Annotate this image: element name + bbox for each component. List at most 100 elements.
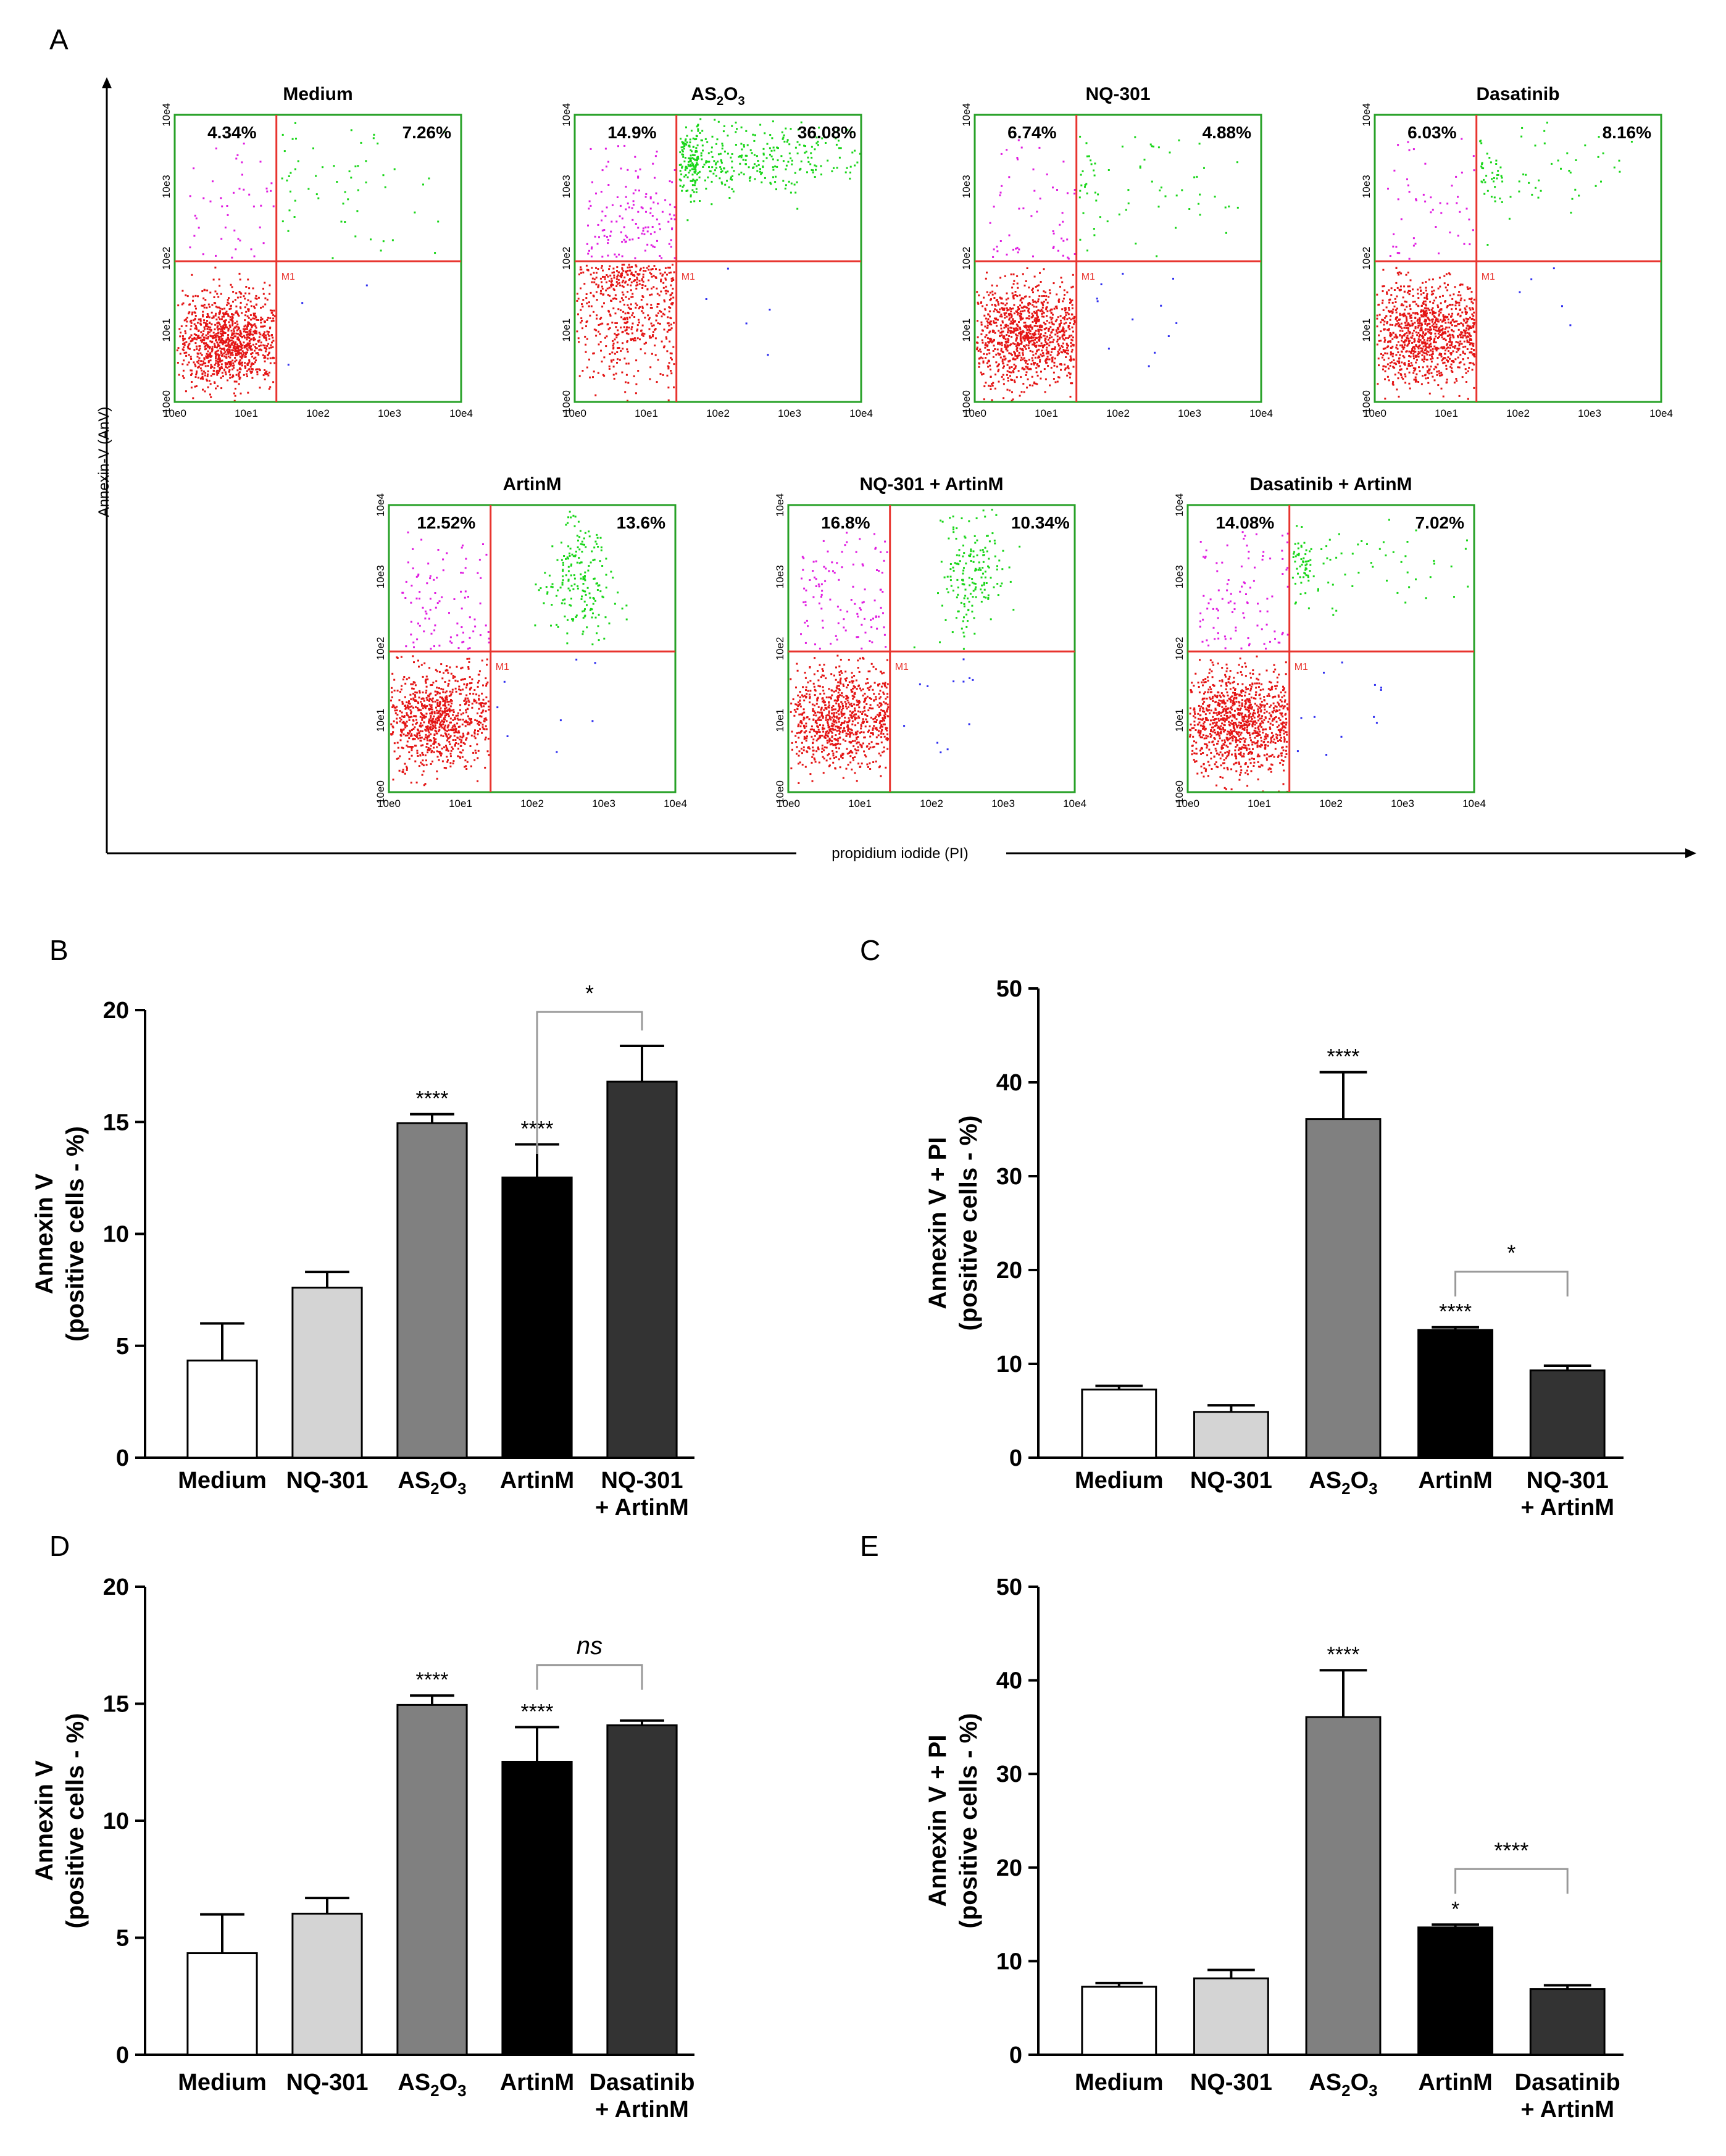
- event-live: [664, 267, 667, 269]
- event-live: [1430, 349, 1432, 352]
- event-live: [238, 350, 240, 353]
- event-live: [1425, 307, 1428, 309]
- event-early-apoptotic: [611, 204, 614, 206]
- event-early-apoptotic: [231, 256, 233, 259]
- event-live: [246, 331, 249, 333]
- event-late-apoptotic: [1224, 206, 1227, 209]
- event-live: [1440, 354, 1442, 356]
- event-live: [453, 732, 456, 733]
- y-tick-label: 10e4: [961, 103, 972, 127]
- event-live: [1062, 349, 1065, 351]
- event-live: [1001, 334, 1003, 336]
- event-live: [1015, 348, 1018, 351]
- event-late-apoptotic: [731, 153, 733, 155]
- event-live: [249, 347, 252, 349]
- event-live: [252, 314, 255, 317]
- event-live: [264, 345, 266, 347]
- event-live: [1403, 291, 1406, 293]
- event-live: [457, 732, 459, 733]
- event-live: [1060, 369, 1062, 371]
- event-live: [185, 325, 188, 327]
- event-live: [1039, 310, 1041, 312]
- event-live: [1061, 281, 1064, 283]
- event-late-apoptotic: [354, 235, 357, 238]
- event-live: [663, 328, 665, 331]
- event-live: [1432, 351, 1434, 353]
- event-live: [1419, 370, 1421, 372]
- event-live: [406, 712, 408, 714]
- event-live: [980, 351, 982, 353]
- event-live: [1449, 352, 1452, 354]
- event-live: [1424, 296, 1426, 299]
- event-live: [1067, 307, 1070, 309]
- event-late-apoptotic: [1084, 186, 1086, 188]
- event-live: [993, 345, 995, 347]
- event-live: [215, 353, 217, 355]
- event-live: [1428, 344, 1431, 346]
- event-live: [1427, 323, 1429, 325]
- event-live: [234, 346, 236, 348]
- event-live: [1417, 340, 1419, 343]
- event-live: [209, 347, 211, 349]
- event-live: [1008, 319, 1011, 321]
- event-live: [224, 362, 227, 364]
- event-late-apoptotic: [1557, 159, 1559, 162]
- event-late-apoptotic: [682, 186, 684, 188]
- event-live: [238, 351, 241, 354]
- event-live: [246, 315, 249, 317]
- event-live: [1430, 353, 1433, 356]
- event-live: [227, 334, 230, 336]
- event-live: [211, 323, 213, 325]
- event-live: [1009, 307, 1012, 309]
- event-early-apoptotic: [639, 168, 641, 170]
- event-early-apoptotic: [670, 239, 672, 241]
- event-live: [1422, 332, 1425, 335]
- event-live: [1029, 324, 1032, 327]
- event-live: [636, 277, 638, 279]
- event-live: [986, 362, 988, 364]
- event-live: [593, 272, 595, 274]
- event-live: [615, 278, 618, 280]
- event-live: [1444, 328, 1446, 330]
- event-live: [1019, 334, 1022, 336]
- event-live: [236, 323, 239, 325]
- event-live: [1064, 307, 1066, 309]
- event-live: [671, 302, 673, 304]
- event-late-apoptotic: [1566, 152, 1569, 154]
- event-late-apoptotic: [731, 178, 733, 181]
- event-live: [606, 324, 609, 325]
- event-late-apoptotic: [723, 125, 725, 127]
- event-live: [1027, 332, 1030, 334]
- event-live: [1006, 340, 1008, 343]
- event-live: [1412, 350, 1415, 353]
- y-tick-label: 10e0: [561, 390, 572, 414]
- event-live: [1066, 311, 1069, 314]
- event-live: [1028, 325, 1030, 327]
- event-live: [1003, 309, 1006, 311]
- event-live: [617, 329, 619, 332]
- event-live: [1020, 298, 1022, 301]
- event-live: [1059, 285, 1061, 288]
- event-live: [1444, 357, 1446, 359]
- event-early-apoptotic: [1074, 189, 1076, 191]
- event-live: [1467, 318, 1470, 320]
- event-live: [238, 333, 241, 336]
- event-live: [228, 343, 230, 346]
- event-live: [425, 682, 427, 684]
- event-live: [220, 330, 222, 333]
- event-early-apoptotic: [1424, 200, 1427, 203]
- event-live: [223, 353, 225, 354]
- event-live: [1445, 339, 1447, 341]
- event-live: [1028, 342, 1030, 345]
- event-live: [267, 331, 270, 333]
- event-live: [204, 346, 206, 348]
- event-live: [1464, 307, 1466, 309]
- event-live: [1435, 317, 1438, 320]
- event-live: [236, 320, 238, 323]
- event-live: [1422, 336, 1425, 338]
- event-live: [641, 279, 643, 282]
- event-live: [1462, 319, 1465, 320]
- event-live: [198, 362, 199, 364]
- event-live: [1072, 345, 1075, 347]
- event-live: [985, 357, 987, 359]
